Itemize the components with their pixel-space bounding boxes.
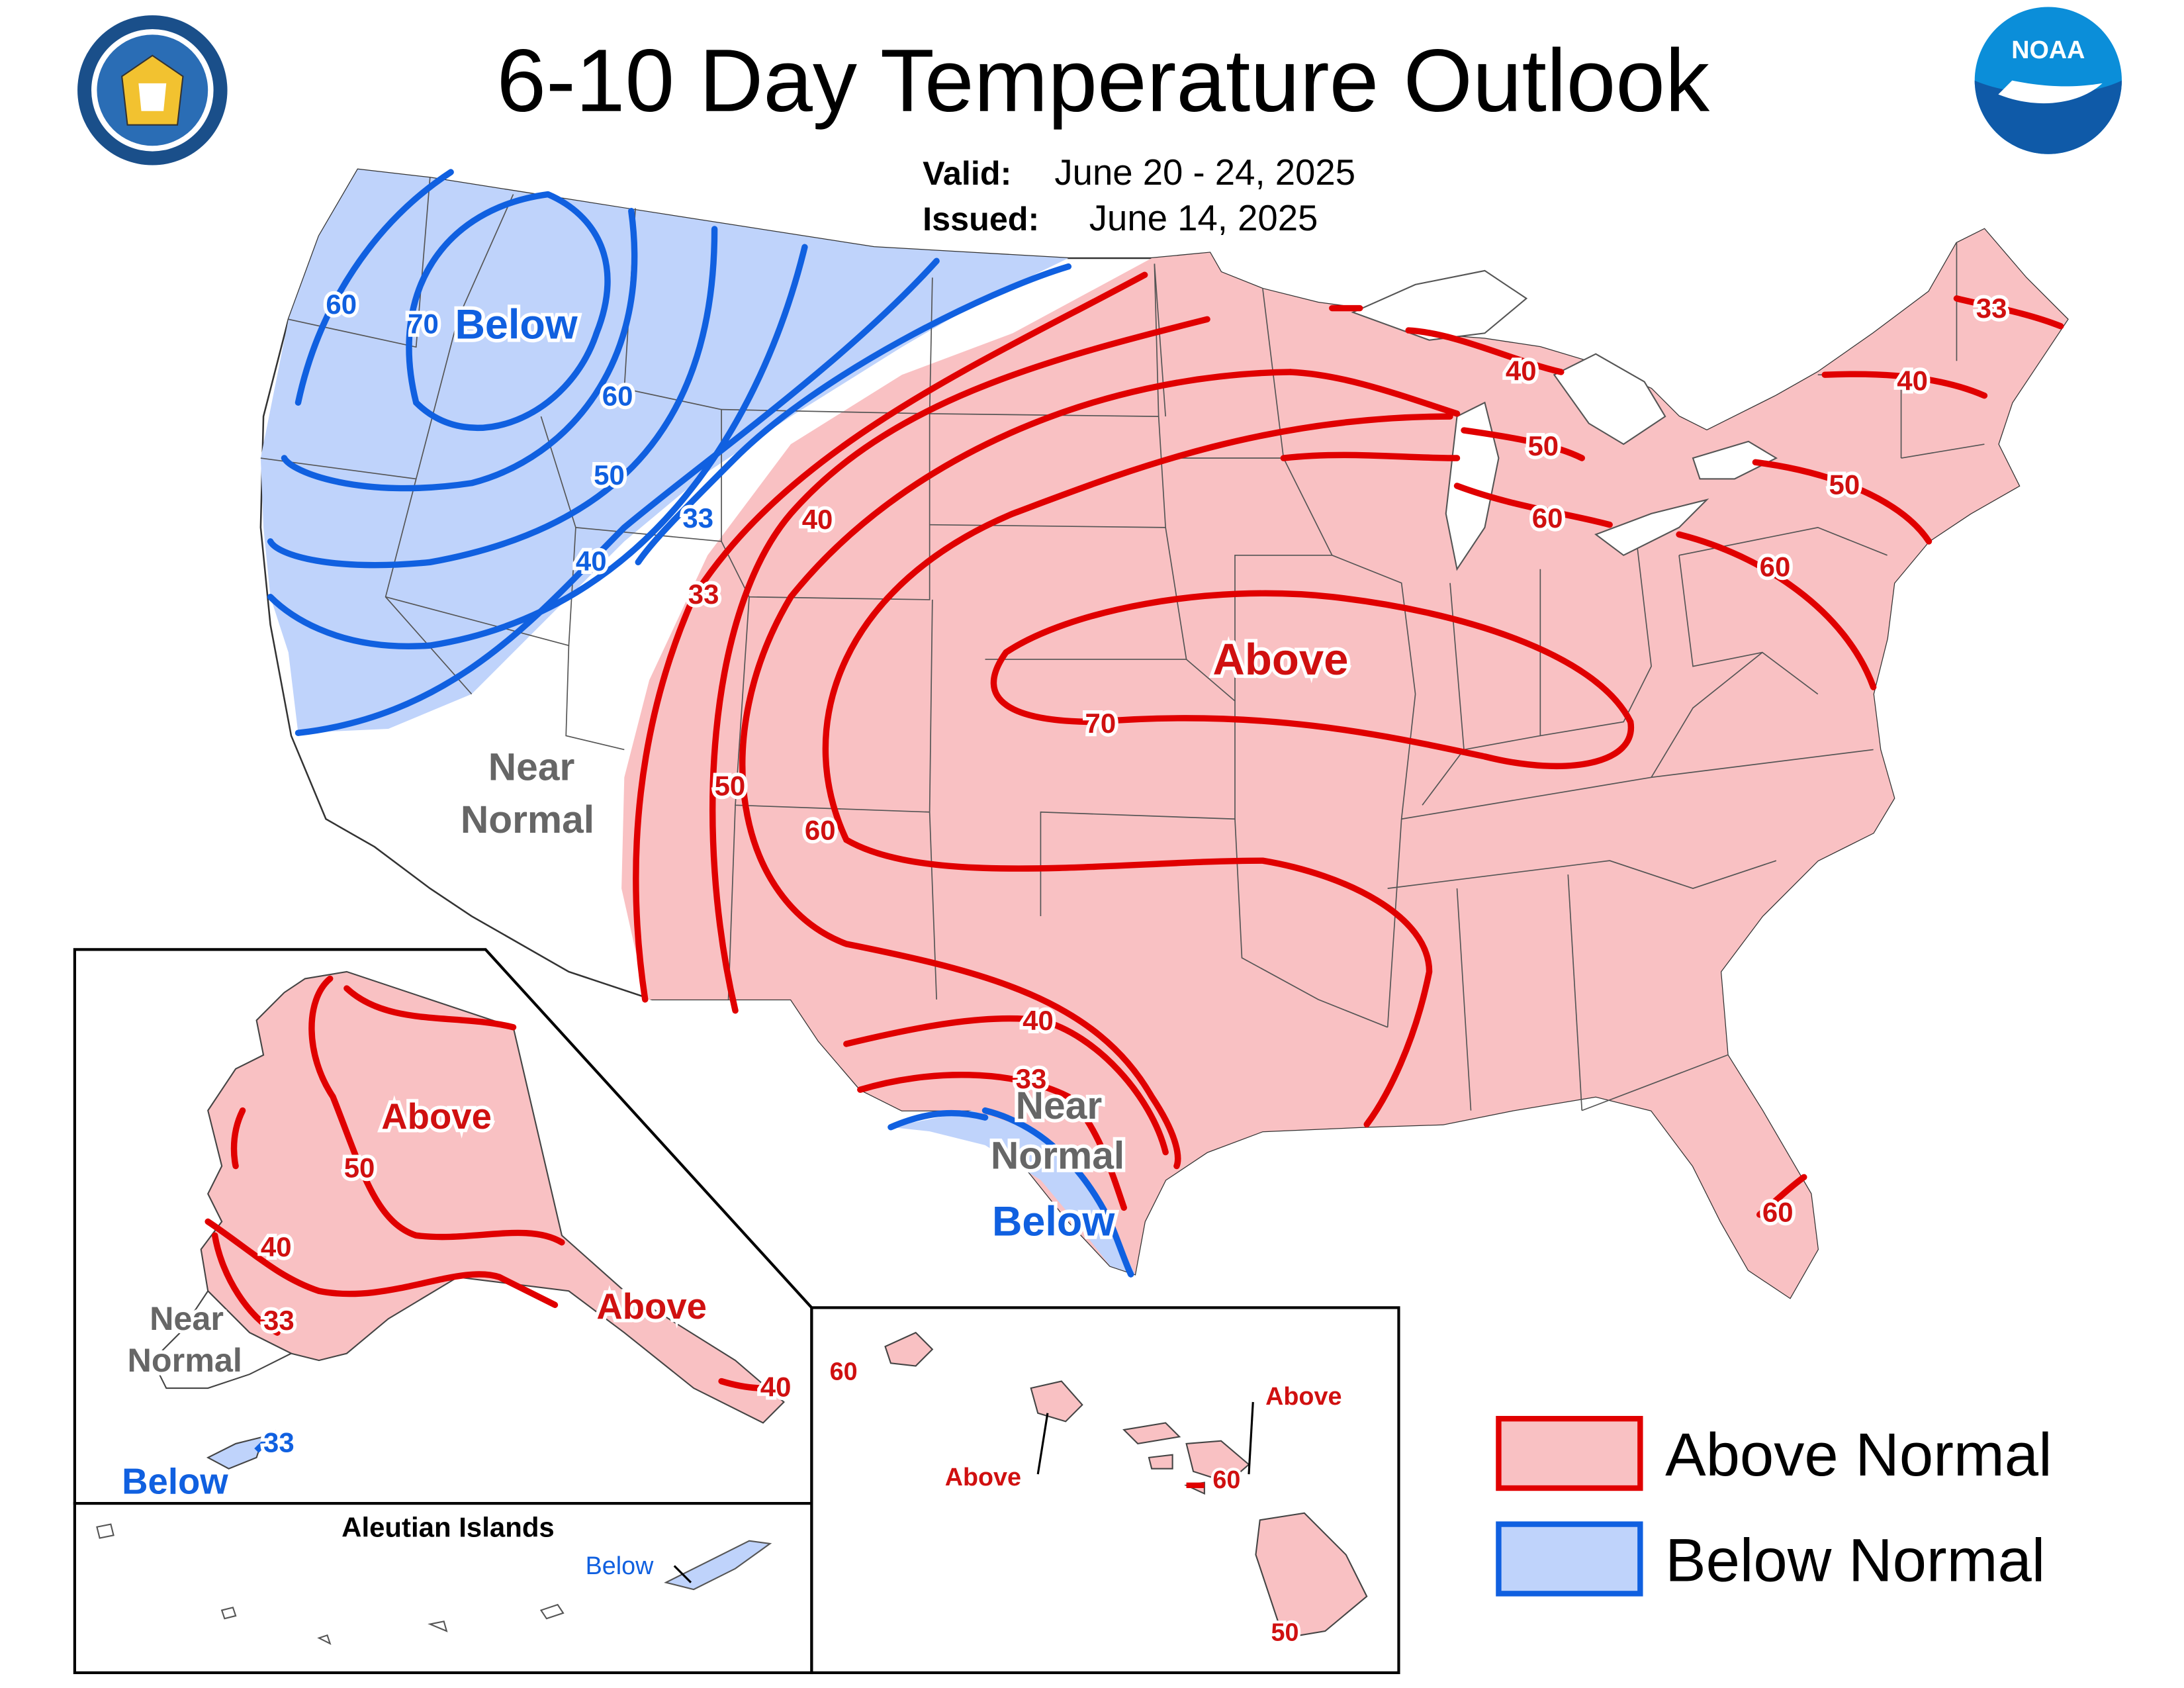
hawaii-label-above-oahu: Above — [945, 1463, 1021, 1491]
hawaii-islands — [884, 1331, 1368, 1639]
hawaii-label-above-maui: Above — [1265, 1382, 1342, 1410]
alaska-label-above-southeast: Above — [596, 1286, 707, 1327]
alaska-contour-50: 50 — [344, 1152, 375, 1183]
page-title: 6-10 Day Temperature Outlook — [496, 32, 1709, 130]
aleutians-inset: Aleutian Islands Below — [73, 1501, 813, 1675]
label-below-northwest: Below — [455, 302, 578, 348]
noaa-logo-icon: NOAA — [1974, 7, 2122, 154]
contour-label-above-50-a: 50 — [715, 771, 746, 802]
contour-label-below-50: 50 — [594, 459, 625, 491]
label-near-normal-texas-2: Normal — [991, 1135, 1124, 1178]
commerce-seal-icon — [77, 15, 228, 165]
contour-label-above-60-d: 60 — [1762, 1196, 1794, 1227]
alaska-label-near-2: Normal — [128, 1341, 242, 1379]
conus-map: Below Above Near Normal Near Normal Belo… — [259, 168, 2069, 1299]
legend-label-below: Below Normal — [1665, 1526, 2045, 1595]
contour-label-above-60-a: 60 — [805, 815, 836, 846]
contour-label-above-70: 70 — [1085, 708, 1116, 739]
aleutian-islands — [96, 1523, 565, 1645]
contour-label-above-33-b: 33 — [1016, 1063, 1047, 1094]
label-above-central: Above — [1212, 635, 1348, 684]
alaska-inset: Above Above Near Normal Below 50 40 33 4… — [73, 948, 813, 1505]
below-region-texas — [890, 1110, 1136, 1275]
alaska-label-near-1: Near — [150, 1299, 224, 1337]
label-below-texas: Below — [992, 1198, 1115, 1244]
below-region-northwest — [260, 169, 1069, 733]
contour-label-above-33-a: 33 — [688, 579, 719, 610]
issued-date: June 14, 2025 — [1089, 198, 1318, 238]
aleutians-title: Aleutian Islands — [341, 1511, 555, 1542]
contour-label-above-40-b: 40 — [1023, 1005, 1054, 1036]
header: 6-10 Day Temperature Outlook Valid: June… — [77, 7, 2122, 238]
alaska-contour-40-se: 40 — [760, 1372, 792, 1403]
great-lakes — [1351, 269, 1778, 571]
aleutians-label-below: Below — [586, 1552, 655, 1579]
legend-label-above: Above Normal — [1665, 1420, 2052, 1489]
issued-label: Issued: — [923, 200, 1039, 238]
above-contours — [633, 271, 2064, 1218]
legend: Above Normal Below Normal — [1496, 1415, 2052, 1597]
alaska-above-region — [200, 970, 785, 1424]
contour-label-above-40-d: 40 — [1897, 365, 1928, 396]
contour-label-above-40-c: 40 — [1506, 355, 1537, 387]
contour-label-below-60-a: 60 — [326, 289, 357, 320]
contour-label-above-50-c: 50 — [1829, 469, 1860, 500]
alaska-label-above: Above — [381, 1096, 492, 1137]
contour-label-above-60-b: 60 — [1532, 502, 1563, 534]
hawaii-inset: 60 Above Above 60 50 — [810, 1306, 1400, 1675]
above-region-central-east — [621, 229, 2068, 1298]
contour-label-below-60-b: 60 — [602, 380, 633, 411]
contour-label-above-50-b: 50 — [1527, 430, 1559, 461]
aleutians-below-region — [664, 1540, 772, 1591]
label-near-normal-west-2: Normal — [461, 798, 594, 841]
valid-label: Valid: — [923, 154, 1011, 192]
label-near-normal-west-1: Near — [488, 746, 575, 789]
alaska-contour-33: 33 — [263, 1305, 295, 1336]
label-near-normal-texas-1: Near — [1016, 1084, 1103, 1127]
contour-label-below-40: 40 — [576, 545, 607, 577]
alaska-contour-33-below: 33 — [263, 1427, 295, 1458]
state-boundaries — [260, 177, 1985, 1111]
contour-label-above-60-c: 60 — [1760, 551, 1791, 582]
hawaii-contour-60-maui: 60 — [1212, 1466, 1240, 1493]
contour-label-above-33-c: 33 — [1976, 293, 2007, 324]
valid-dates: June 20 - 24, 2025 — [1054, 152, 1355, 193]
alaska-contour-40: 40 — [261, 1231, 292, 1262]
contour-label-below-33: 33 — [682, 502, 713, 534]
contour-label-below-70: 70 — [408, 308, 439, 339]
noaa-logo-text: NOAA — [2011, 36, 2085, 64]
alaska-below-contour — [254, 1430, 279, 1453]
hawaii-contour-60-kauai: 60 — [830, 1357, 858, 1385]
legend-swatch-above — [1496, 1415, 1643, 1491]
contour-label-above-40-a: 40 — [802, 504, 833, 535]
alaska-near-region — [152, 1289, 293, 1389]
alaska-label-below: Below — [122, 1461, 228, 1501]
below-contours — [267, 169, 1134, 1278]
hawaii-contour-50: 50 — [1271, 1618, 1299, 1646]
legend-swatch-below — [1496, 1521, 1643, 1597]
